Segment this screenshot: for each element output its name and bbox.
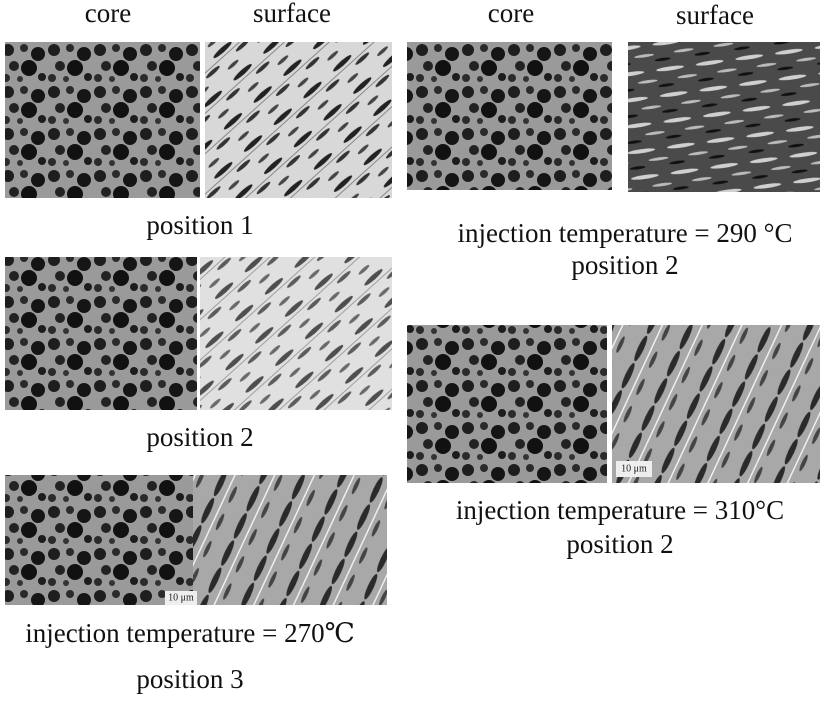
core-micrograph: [407, 325, 607, 483]
surface-micrograph: [628, 42, 820, 192]
core-micrograph: [5, 42, 200, 198]
caption: position 2: [571, 250, 678, 280]
scale-bar-label: 10 μm: [168, 592, 194, 603]
surface-micrograph: [205, 42, 392, 198]
caption: position 2: [146, 422, 253, 452]
caption: position 2: [566, 529, 673, 559]
header: core: [488, 0, 534, 28]
surface-micrograph: [612, 325, 820, 483]
core-micrograph: [5, 475, 195, 605]
header: surface: [676, 0, 754, 30]
figure: core surface core surface position 1 pos…: [0, 0, 838, 710]
caption: injection temperature = 270℃: [25, 618, 355, 648]
caption: injection temperature = 310°C: [456, 495, 784, 525]
caption: injection temperature = 290 °C: [458, 218, 793, 248]
core-micrograph: [407, 42, 612, 190]
core-micrograph: [5, 257, 197, 410]
header: surface: [253, 0, 331, 28]
scale-bar-label: 10 μm: [621, 463, 647, 474]
surface-micrograph: [193, 475, 387, 605]
caption: position 1: [146, 210, 253, 240]
caption: position 3: [136, 664, 243, 694]
surface-micrograph: [200, 257, 392, 410]
header: core: [85, 0, 131, 28]
page: {"headers": {"left": ["core", "surface"]…: [0, 0, 838, 710]
